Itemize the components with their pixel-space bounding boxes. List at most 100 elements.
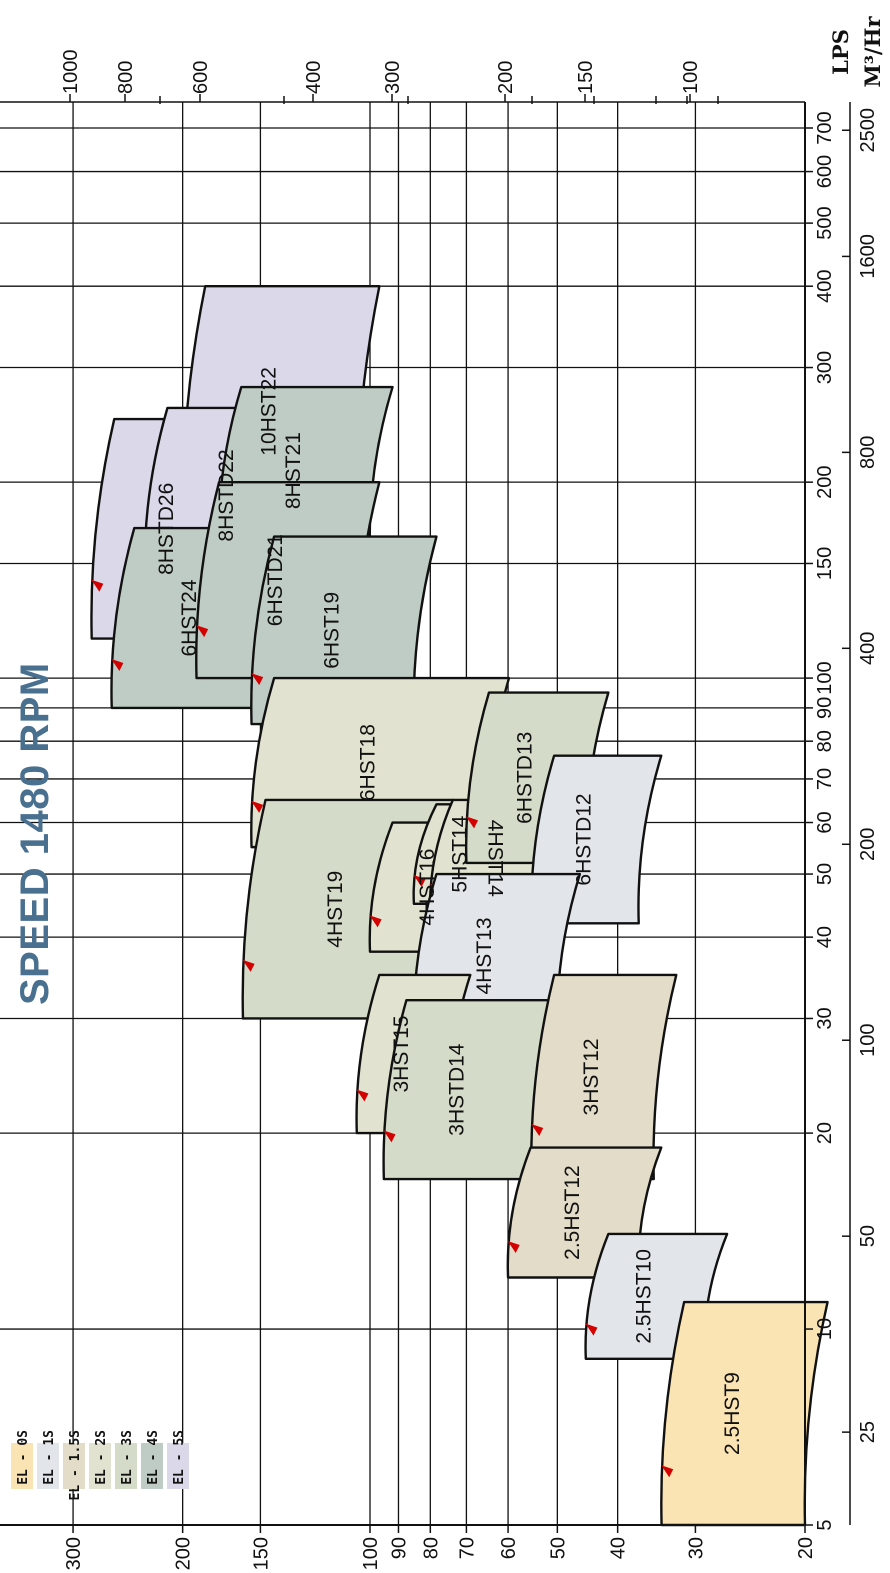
label-4hst14: 4HST14 [483,820,506,897]
chart-legend: EL - 0S EL - 1S EL - 1.5S EL - 2S EL - 3S EL … [11,1430,189,1501]
bep-marker-4hst19 [242,959,255,972]
lps-tick-label: 70 [814,768,836,790]
bep-marker-6hst18 [251,800,264,813]
chart-axes: 300 200 150 100 90 80 70 60 50 40 30 20 5 10 20 30 40 50 6… [0,16,885,1570]
label-2-5hst9: 2.5HST9 [721,1372,744,1455]
pump-regions: 10HST22 8HSTD26 8HSTD22 8HST21 6HST24 6HSTD21… [90,285,829,1527]
legend-label-el-1-5s: EL - 1.5S [68,1430,83,1501]
label-8hstd22: 8HSTD22 [215,449,238,541]
top-tick-label: 1000 [60,50,82,95]
lps-tick-label: 150 [814,547,836,580]
label-6hst18: 6HST18 [357,724,380,801]
head-tick-label: 150 [250,1537,272,1570]
label-2-5hst10: 2.5HST10 [633,1249,656,1344]
bep-marker-8hstd26 [91,579,104,592]
head-tick-label: 80 [420,1537,442,1559]
lps-tick-label: 600 [814,155,836,188]
lps-tick-label: 100 [814,661,836,694]
legend-label-el-4s: EL - 4S [146,1430,161,1485]
head-tick-label: 20 [795,1537,817,1559]
label-5hst14: 5HST14 [449,815,472,892]
m3hr-unit-label: M³/Hr [860,16,885,88]
lps-unit-label: LPS [828,29,853,75]
legend-label-el-0s: EL - 0S [16,1430,31,1485]
head-tick-label: 50 [547,1537,569,1559]
bep-marker-6hst24 [111,658,124,671]
bep-marker-2-5hst9 [661,1465,674,1478]
label-10hst22: 10HST22 [257,367,280,456]
lps-tick-label: 50 [814,863,836,885]
label-6hst24: 6HST24 [178,579,201,656]
region-3hst12 [530,973,678,1181]
m3hr-tick-label: 2500 [857,108,879,153]
bep-marker-2-5hst10 [585,1323,598,1336]
label-8hst21: 8HST21 [282,432,305,509]
lps-tick-label: 5 [814,1519,836,1530]
legend-swatch-el-1s [37,1443,59,1489]
label-6hst19: 6HST19 [320,592,343,669]
label-3hst15: 3HST15 [390,1015,413,1092]
m3hr-tick-label: 50 [857,1225,879,1247]
bep-marker-3hst12 [531,1124,544,1137]
top-tick-label: 200 [495,61,517,94]
head-tick-label: 90 [388,1537,410,1559]
head-tick-label: 70 [456,1537,478,1559]
bep-marker-4hst16 [369,915,382,928]
m3hr-tick-label: 800 [857,436,879,469]
legend-swatch-el-1-5s [63,1443,85,1489]
label-4hst16: 4HST16 [416,849,439,926]
head-tick-label: 200 [173,1537,195,1570]
bep-marker-3hstd14 [383,1130,396,1143]
bep-marker-5hst14 [413,874,426,887]
legend-label-el-2s: EL - 2S [94,1430,109,1485]
lps-tick-label: 20 [814,1122,836,1144]
region-2-5hst9 [660,1300,829,1527]
bep-marker-6hstd13 [466,816,479,829]
label-3hst12: 3HST12 [580,1038,603,1115]
label-4hst19: 4HST19 [324,871,347,948]
legend-label-el-5s: EL - 5S [172,1430,187,1485]
lps-tick-label: 200 [814,465,836,498]
bep-marker-6hst19 [251,673,264,686]
label-6hstd12: 6HSTD12 [573,793,596,885]
top-tick-label: 800 [115,61,137,94]
bep-marker-3hst15 [356,1089,369,1102]
bep-marker-6hstd21 [196,625,209,638]
head-tick-label: 300 [63,1537,85,1570]
lps-tick-label: 80 [814,730,836,752]
top-tick-label: 100 [680,61,702,94]
m3hr-tick-label: 400 [857,632,879,665]
lps-tick-label: 60 [814,811,836,833]
label-6hstd13: 6HSTD13 [514,732,537,824]
label-8hstd26: 8HSTD26 [155,483,178,575]
legend-label-el-1s: EL - 1S [42,1430,57,1485]
lps-tick-label: 10 [814,1318,836,1340]
chart-title: SPEED 1480 RPM [13,662,57,1005]
lps-tick-label: 300 [814,351,836,384]
bep-marker-2-5hst12 [507,1241,520,1254]
lps-tick-label: 40 [814,926,836,948]
head-tick-label: 60 [498,1537,520,1559]
lps-tick-label: 500 [814,206,836,239]
lps-tick-label: 90 [814,697,836,719]
lps-tick-label: 400 [814,270,836,303]
top-tick-label: 300 [382,61,404,94]
m3hr-tick-label: 1600 [857,234,879,279]
label-2-5hst12: 2.5HST12 [561,1165,584,1260]
lps-tick-label: 30 [814,1007,836,1029]
top-tick-label: 400 [303,61,325,94]
head-tick-label: 30 [685,1537,707,1559]
label-4hst13: 4HST13 [473,917,496,994]
legend-swatch-el-0s [11,1443,33,1489]
lps-tick-label: 700 [814,111,836,144]
legend-label-el-3s: EL - 3S [120,1430,135,1485]
m3hr-tick-label: 100 [857,1024,879,1057]
legend-swatch-el-2s [89,1443,111,1489]
head-tick-label: 100 [360,1537,382,1570]
m3hr-tick-label: 25 [857,1421,879,1443]
top-tick-label: 150 [575,61,597,94]
label-6hstd21: 6HSTD21 [264,534,287,626]
label-3hstd14: 3HSTD14 [445,1043,468,1136]
m3hr-tick-label: 200 [857,828,879,861]
